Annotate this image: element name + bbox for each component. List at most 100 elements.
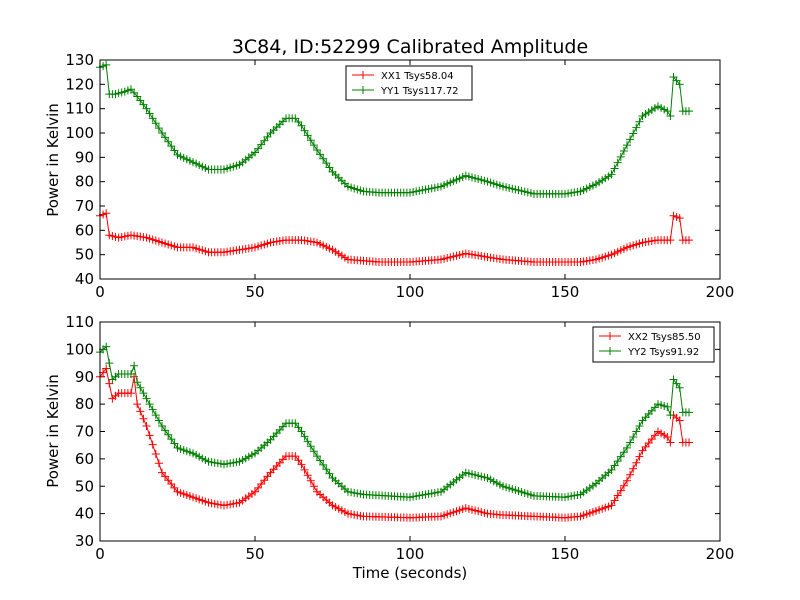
data-point-marker — [672, 379, 681, 388]
data-point-marker — [663, 402, 672, 411]
data-point-marker — [167, 435, 176, 444]
data-point-marker — [616, 486, 625, 495]
data-point-marker — [322, 465, 331, 474]
data-point-marker — [607, 170, 616, 179]
data-point-marker — [629, 464, 638, 473]
data-point-marker — [666, 411, 675, 420]
x-tick-label: 150 — [551, 545, 580, 563]
data-point-marker — [303, 131, 312, 140]
data-point-marker — [300, 126, 309, 135]
data-point-marker — [303, 437, 312, 446]
data-point-marker — [300, 432, 309, 441]
data-point-marker — [151, 119, 160, 128]
legend-bottom: XX2 Tsys85.50 YY2 Tsys91.92 — [592, 326, 715, 363]
data-point-marker — [666, 236, 675, 245]
y-tick-label: 40 — [75, 505, 94, 523]
y-tick-label: 110 — [65, 100, 94, 118]
data-point-marker — [685, 438, 693, 447]
data-point-marker — [632, 427, 641, 436]
data-point-marker — [623, 476, 631, 485]
data-point-marker — [632, 458, 641, 467]
y-tick-label: 100 — [65, 340, 94, 358]
legend-marker — [606, 347, 614, 355]
subplot-top: 3C84, ID:52299 Calibrated Amplitude Powe… — [44, 36, 734, 301]
data-point-marker — [139, 100, 148, 109]
data-point-marker — [133, 378, 142, 387]
data-point-marker — [161, 426, 170, 435]
legend-box — [345, 65, 473, 101]
data-point-marker — [139, 389, 148, 398]
data-point-marker — [306, 136, 315, 145]
data-point-marker — [102, 342, 111, 351]
data-point-marker — [136, 96, 145, 105]
data-point-marker — [675, 214, 684, 223]
data-point-marker — [316, 150, 325, 159]
legend-top: XX1 Tsys58.04 YY1 Tsys117.72 — [345, 65, 473, 101]
legend-entry: YY1 Tsys117.72 — [380, 86, 459, 97]
data-point-marker — [130, 361, 139, 370]
data-point-marker — [306, 476, 315, 485]
data-point-marker — [623, 443, 631, 452]
data-point-marker — [616, 152, 625, 161]
data-point-marker — [675, 383, 684, 392]
data-point-marker — [148, 405, 157, 414]
data-point-marker — [105, 379, 114, 388]
x-tick-label: 200 — [706, 545, 735, 563]
data-point-marker — [148, 114, 157, 123]
data-point-marker — [102, 60, 111, 69]
data-point-marker — [142, 104, 151, 113]
data-point-marker — [303, 471, 312, 480]
data-point-marker — [685, 107, 693, 116]
axes-frame-top — [99, 59, 721, 280]
data-point-marker — [102, 209, 111, 218]
y-tick-label: 60 — [75, 221, 94, 239]
data-point-marker — [154, 459, 163, 468]
data-point-marker — [145, 431, 154, 440]
legend-marker — [359, 71, 367, 79]
data-point-marker — [619, 481, 628, 490]
y-tick-label: 70 — [75, 197, 94, 215]
data-point-marker — [607, 501, 616, 510]
data-point-marker — [309, 482, 318, 491]
y-ticks-top: 40 50 60 70 80 90 100 110 120 130 — [65, 51, 720, 288]
data-point-marker — [300, 465, 309, 474]
x-tick-label: 100 — [396, 283, 425, 301]
y-tick-label: 40 — [75, 270, 94, 288]
data-point-marker — [613, 158, 622, 167]
data-point-marker — [297, 121, 306, 130]
x-axis-label: Time (seconds) — [352, 564, 468, 582]
axes-frame-bottom — [99, 321, 721, 542]
data-point-marker — [313, 452, 321, 461]
data-point-marker — [663, 432, 672, 441]
data-point-marker — [297, 460, 306, 469]
data-point-marker — [127, 389, 135, 398]
data-point-marker — [309, 447, 318, 456]
x-ticks-top: 0 50 100 150 200 — [95, 60, 734, 301]
data-point-marker — [316, 456, 325, 465]
plot-area-top — [96, 60, 693, 266]
x-tick-label: 0 — [95, 283, 105, 301]
y-ticks-bottom: 30 40 50 60 70 80 90 100 110 — [65, 313, 720, 550]
data-point-marker — [294, 456, 303, 465]
legend-marker — [606, 332, 614, 340]
data-point-marker — [145, 400, 154, 409]
data-point-marker — [161, 133, 170, 142]
y-tick-label: 50 — [75, 246, 94, 264]
data-point-marker — [306, 442, 315, 451]
x-ticks-bottom: 0 50 100 150 200 — [95, 322, 734, 563]
legend-entry: XX1 Tsys58.04 — [381, 71, 454, 82]
subplot-bottom: Power in Kelvin Time (seconds) 0 50 100 150… — [44, 313, 734, 582]
y-tick-label: 80 — [75, 173, 94, 191]
data-point-marker — [619, 147, 628, 156]
data-point-marker — [626, 470, 635, 479]
data-point-marker — [607, 465, 616, 474]
data-point-marker — [291, 419, 300, 428]
data-point-marker — [142, 394, 151, 403]
data-point-marker — [616, 452, 625, 461]
data-point-marker — [294, 423, 303, 432]
x-tick-label: 150 — [551, 283, 580, 301]
data-point-marker — [626, 438, 635, 447]
data-point-marker — [613, 491, 622, 500]
data-point-marker — [325, 469, 334, 478]
data-point-marker — [133, 92, 142, 101]
